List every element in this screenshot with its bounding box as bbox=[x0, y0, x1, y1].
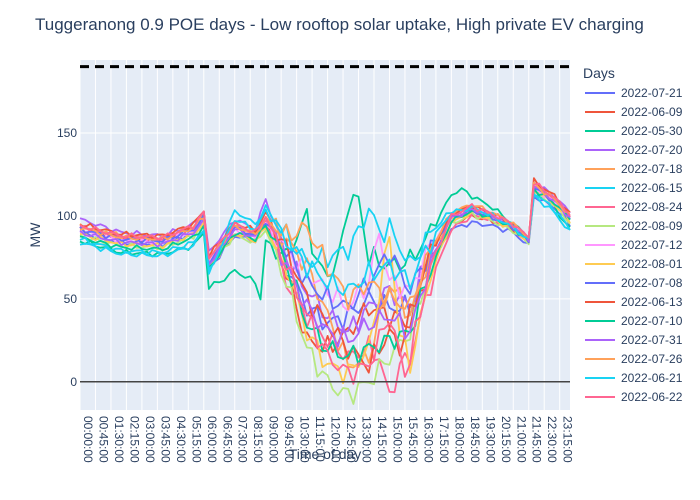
series-line-2022-08-01 bbox=[79, 189, 571, 385]
x-tick-label: 18:00:00 bbox=[452, 416, 466, 463]
legend-label: 2022-06-09 bbox=[621, 105, 683, 119]
x-tick-label: 21:00:00 bbox=[514, 416, 528, 463]
x-tick-label: 23:15:00 bbox=[561, 416, 575, 463]
y-tick-labels: 0 50 100 150 bbox=[57, 126, 77, 389]
legend-label: 2022-07-20 bbox=[621, 143, 683, 157]
legend-label: 2022-06-15 bbox=[621, 181, 683, 195]
legend-label: 2022-07-26 bbox=[621, 352, 683, 366]
y-tick-label: 100 bbox=[57, 209, 77, 223]
x-tick-label: 22:30:00 bbox=[545, 416, 559, 463]
legend-label: 2022-08-24 bbox=[621, 200, 683, 214]
x-tick-label: 16:30:00 bbox=[421, 416, 435, 463]
x-tick-labels: 00:00:00 00:45:00 01:30:00 02:15:00 03:00:00… bbox=[81, 416, 575, 463]
x-tick-label: 12:45:00 bbox=[344, 416, 358, 463]
x-tick-label: 06:45:00 bbox=[220, 416, 234, 463]
x-tick-label: 12:00:00 bbox=[329, 416, 343, 463]
legend-label: 2022-06-22 bbox=[621, 390, 683, 404]
x-tick-label: 04:30:00 bbox=[174, 416, 188, 463]
x-tick-label: 07:30:00 bbox=[236, 416, 250, 463]
legend-title: Days bbox=[583, 65, 615, 81]
x-tick-label: 01:30:00 bbox=[112, 416, 126, 463]
x-axis-title: Time of day bbox=[289, 446, 362, 462]
series-line-2022-06-22 bbox=[79, 182, 571, 385]
legend: Days 2022-07-21 2022-06-09 2022-05-30 2022-… bbox=[583, 65, 683, 404]
legend-label: 2022-06-21 bbox=[621, 371, 683, 385]
y-tick-label: 50 bbox=[64, 292, 78, 306]
x-tick-label: 03:45:00 bbox=[158, 416, 172, 463]
legend-label: 2022-06-13 bbox=[621, 295, 683, 309]
legend-label: 2022-08-09 bbox=[621, 219, 683, 233]
legend-label: 2022-07-10 bbox=[621, 314, 683, 328]
legend-label: 2022-07-31 bbox=[621, 333, 683, 347]
x-tick-label: 11:15:00 bbox=[313, 416, 327, 462]
series-lines bbox=[79, 177, 571, 405]
legend-label: 2022-08-01 bbox=[621, 257, 683, 271]
y-tick-label: 0 bbox=[70, 375, 77, 389]
x-tick-label: 14:15:00 bbox=[375, 416, 389, 463]
legend-label: 2022-05-30 bbox=[621, 124, 683, 138]
x-tick-label: 10:30:00 bbox=[298, 416, 312, 463]
x-tick-label: 21:45:00 bbox=[530, 416, 544, 463]
x-tick-label: 20:15:00 bbox=[499, 416, 513, 463]
x-tick-label: 05:15:00 bbox=[189, 416, 203, 463]
legend-label: 2022-07-12 bbox=[621, 238, 683, 252]
x-tick-label: 06:00:00 bbox=[205, 416, 219, 463]
x-tick-label: 08:15:00 bbox=[251, 416, 265, 463]
x-tick-label: 09:00:00 bbox=[267, 416, 281, 463]
y-axis-title: MW bbox=[27, 222, 43, 248]
legend-label: 2022-07-21 bbox=[621, 86, 683, 100]
chart-title: Tuggeranong 0.9 POE days - Low rooftop s… bbox=[35, 15, 644, 34]
x-tick-label: 13:30:00 bbox=[360, 416, 374, 463]
x-tick-label: 00:00:00 bbox=[81, 416, 95, 463]
x-tick-label: 17:15:00 bbox=[437, 416, 451, 463]
legend-label: 2022-07-08 bbox=[621, 276, 683, 290]
series-line-2022-06-21 bbox=[79, 193, 571, 296]
x-tick-label: 18:45:00 bbox=[468, 416, 482, 463]
y-tick-label: 150 bbox=[57, 126, 77, 140]
x-tick-label: 03:00:00 bbox=[143, 416, 157, 463]
x-tick-label: 00:45:00 bbox=[96, 416, 110, 463]
x-tick-label: 15:45:00 bbox=[406, 416, 420, 463]
x-tick-label: 15:00:00 bbox=[390, 416, 404, 463]
x-tick-label: 02:15:00 bbox=[127, 416, 141, 463]
x-tick-label: 09:45:00 bbox=[282, 416, 296, 463]
x-tick-label: 19:30:00 bbox=[483, 416, 497, 463]
legend-label: 2022-07-18 bbox=[621, 162, 683, 176]
